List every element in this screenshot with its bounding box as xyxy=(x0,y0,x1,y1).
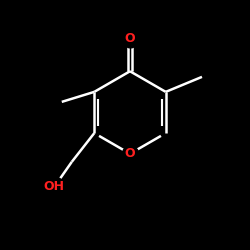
Text: OH: OH xyxy=(44,180,65,194)
Text: O: O xyxy=(125,32,135,45)
Text: O: O xyxy=(125,147,135,160)
